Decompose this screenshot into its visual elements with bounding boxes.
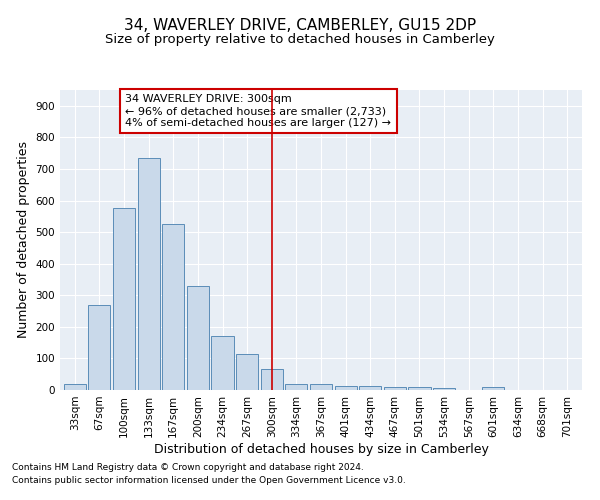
Bar (137, 158, 160, 390)
Bar (409, 388, 431, 390)
Bar (211, 336, 233, 390)
Bar (187, 286, 209, 390)
Bar (285, 384, 307, 390)
X-axis label: Distribution of detached houses by size in Camberley: Distribution of detached houses by size … (154, 442, 488, 456)
Text: Size of property relative to detached houses in Camberley: Size of property relative to detached ho… (105, 32, 495, 46)
Bar (482, 387, 505, 390)
Text: 34 WAVERLEY DRIVE: 300sqm
← 96% of detached houses are smaller (2,733)
4% of sem: 34 WAVERLEY DRIVE: 300sqm ← 96% of detac… (125, 94, 391, 128)
Bar (359, 386, 382, 390)
Bar (162, 224, 184, 390)
Bar (335, 386, 357, 390)
Text: 34, WAVERLEY DRIVE, CAMBERLEY, GU15 2DP: 34, WAVERLEY DRIVE, CAMBERLEY, GU15 2DP (124, 18, 476, 32)
Bar (64, 384, 86, 390)
Bar (260, 370, 283, 390)
Y-axis label: Number of detached properties: Number of detached properties (17, 142, 30, 338)
Text: Contains public sector information licensed under the Open Government Licence v3: Contains public sector information licen… (12, 476, 406, 485)
Bar (88, 304, 110, 390)
Bar (236, 354, 258, 390)
Text: Contains HM Land Registry data © Crown copyright and database right 2024.: Contains HM Land Registry data © Crown c… (12, 464, 364, 472)
Bar (384, 388, 406, 390)
Bar (433, 388, 455, 390)
Bar (310, 384, 332, 390)
Bar (113, 208, 135, 390)
